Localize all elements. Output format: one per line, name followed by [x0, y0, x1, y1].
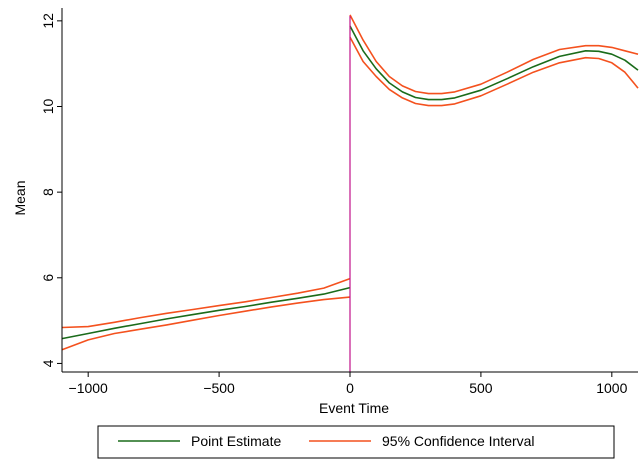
point-estimate-line: [61, 286, 351, 340]
y-tick-label: 8: [40, 188, 56, 196]
x-tick-label: 1000: [596, 380, 627, 396]
plot-area: [61, 14, 639, 372]
confidence-interval-line: [61, 277, 351, 329]
x-tick-label: 0: [346, 380, 354, 396]
legend-label-ci: 95% Confidence Interval: [382, 433, 535, 449]
point-estimate-line: [349, 25, 639, 101]
y-tick-label: 4: [40, 359, 56, 367]
x-tick-label: −500: [203, 380, 235, 396]
confidence-interval-line: [61, 296, 351, 351]
y-axis-title: Mean: [12, 180, 28, 215]
legend: Point Estimate 95% Confidence Interval: [97, 425, 615, 459]
confidence-interval-line: [349, 14, 639, 95]
y-tick-label: 12: [40, 13, 56, 29]
x-tick-label: 500: [469, 380, 493, 396]
confidence-interval-line: [349, 36, 639, 107]
y-tick-label: 6: [40, 274, 56, 282]
x-tick-label: −1000: [69, 380, 109, 396]
legend-label-point-estimate: Point Estimate: [191, 433, 281, 449]
legend-box: [97, 425, 615, 459]
axes: 4 6 8 10 12 −1000 −500 0 500 1000: [40, 8, 638, 396]
y-tick-label: 10: [40, 98, 56, 114]
x-axis-title: Event Time: [319, 400, 389, 416]
